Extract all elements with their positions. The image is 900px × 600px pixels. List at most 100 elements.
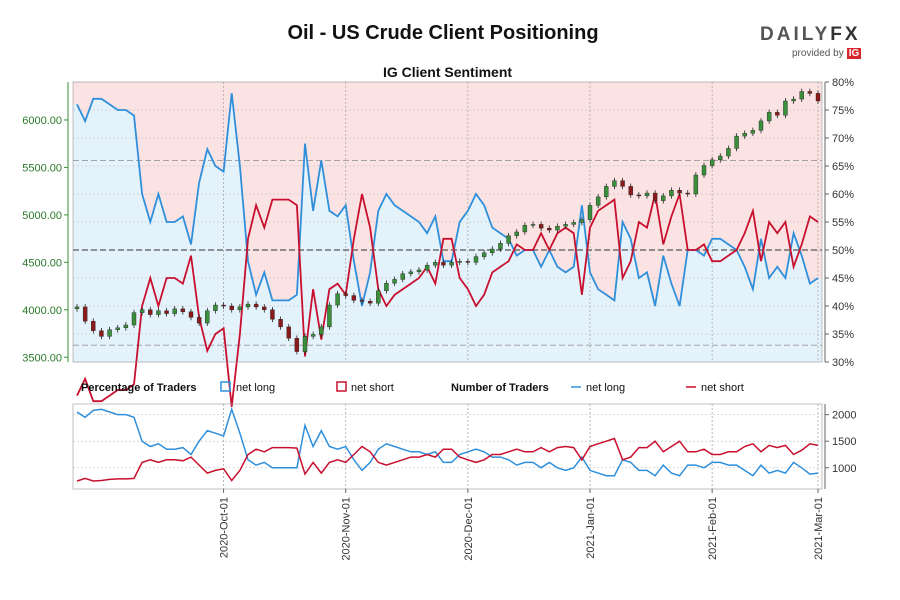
candle-body [392, 279, 397, 284]
candle-body [465, 261, 471, 263]
candle-body [758, 120, 764, 131]
candle-body [416, 269, 422, 273]
candle-body [253, 303, 259, 308]
candle-body [587, 205, 593, 220]
candle-body [343, 293, 348, 296]
candle-body [441, 262, 446, 266]
chart-subtitle: IG Client Sentiment [382, 64, 513, 80]
candle-body [750, 130, 756, 134]
pct-tick-label: 55% [832, 217, 854, 229]
x-tick-label: 2021-Mar-01 [813, 497, 825, 560]
candle-body [367, 301, 373, 304]
candle-body [131, 312, 137, 326]
candle-body [628, 186, 633, 196]
candle-body [188, 311, 194, 318]
candle-body [400, 273, 405, 280]
legend-pct-title: Percentage of Traders [81, 382, 197, 394]
candle-body [530, 224, 536, 226]
candle-body [734, 135, 739, 149]
candle-body [376, 290, 381, 304]
candle-body [433, 262, 438, 266]
candle-body [99, 330, 104, 337]
candle-body [229, 305, 234, 310]
price-tick-label: 3500.00 [22, 352, 62, 364]
candle-body [196, 317, 202, 324]
page-title: Oil - US Crude Client Positioning [287, 22, 599, 44]
candles [74, 88, 821, 355]
candle-body [164, 310, 169, 314]
x-tick-label: 2020-Oct-01 [219, 497, 231, 558]
candle-body [262, 306, 267, 310]
candle-body [612, 180, 617, 187]
candle-body [319, 326, 324, 335]
candle-body [595, 196, 601, 206]
candle-body [384, 283, 389, 292]
candle-body [327, 304, 332, 328]
candle-body [302, 336, 308, 352]
candle-body [799, 91, 804, 100]
candle-body [245, 303, 251, 308]
candle-body [91, 320, 96, 331]
legend-pct-net-short: net short [351, 382, 394, 394]
dailyfx-logo: DAILYFX provided by IG [760, 24, 870, 64]
x-tick-label: 2020-Nov-01 [341, 497, 353, 561]
price-tick-label: 5000.00 [22, 210, 62, 222]
legend-num-title: Number of Traders [451, 382, 549, 394]
net-short-count-line [76, 437, 819, 482]
x-tick-label: 2020-Dec-01 [463, 497, 475, 561]
candle-body [807, 91, 813, 94]
candle-body [351, 295, 357, 301]
pct-tick-label: 60% [832, 189, 854, 201]
candle-body [775, 112, 780, 116]
candle-body [359, 300, 365, 302]
price-tick-label: 6000.00 [22, 115, 62, 127]
bottom-plot-border [72, 403, 823, 490]
pct-tick-label: 70% [832, 133, 854, 145]
pct-tick-label: 40% [832, 301, 854, 313]
candle-body [620, 180, 625, 187]
logo-provided-text: provided by [792, 48, 844, 59]
candle-body [310, 334, 316, 337]
candle-body [115, 327, 120, 330]
candle-body [693, 174, 699, 195]
pct-tick-label: 30% [832, 357, 854, 369]
logo-brand-fx: FX [830, 24, 861, 45]
candle-body [490, 248, 495, 254]
legend-num-net-long: net long [586, 382, 625, 394]
count-tick-label: 2000 [832, 410, 856, 422]
candle-body [123, 324, 129, 329]
pct-tick-label: 65% [832, 161, 854, 173]
logo-brand: DAILYFX [760, 24, 861, 46]
price-tick-label: 5500.00 [22, 162, 62, 174]
net-long-count-line [76, 406, 819, 477]
candle-body [139, 309, 145, 313]
candle-body [555, 226, 560, 231]
candle-body [148, 309, 153, 315]
candle-body [506, 235, 511, 244]
candle-body [156, 310, 161, 315]
price-tick-label: 4500.00 [22, 257, 62, 269]
candle-body [766, 112, 772, 122]
pct-tick-label: 45% [832, 273, 854, 285]
plot-border [72, 81, 823, 363]
logo-provided-by: provided by IG [792, 48, 862, 59]
candle-body [237, 306, 243, 310]
candle-body [661, 195, 666, 201]
candle-body [709, 159, 715, 166]
logo-brand-daily: DAILY [760, 24, 831, 45]
candle-body [677, 190, 682, 194]
ig-logo: IG [846, 48, 862, 59]
x-tick-label: 2021-Jan-01 [585, 497, 597, 559]
candle-body [547, 227, 552, 231]
legend-num-net-short: net short [701, 382, 744, 394]
candle-body [473, 256, 479, 263]
candle-body [514, 231, 519, 236]
candle-body [205, 310, 210, 324]
candle-body [718, 155, 723, 161]
candle-body [669, 190, 674, 197]
candle-body [571, 222, 576, 225]
pct-tick-label: 35% [832, 329, 854, 341]
candle-body [172, 308, 177, 314]
legend-short-box [336, 381, 347, 392]
candle-body [815, 93, 821, 102]
